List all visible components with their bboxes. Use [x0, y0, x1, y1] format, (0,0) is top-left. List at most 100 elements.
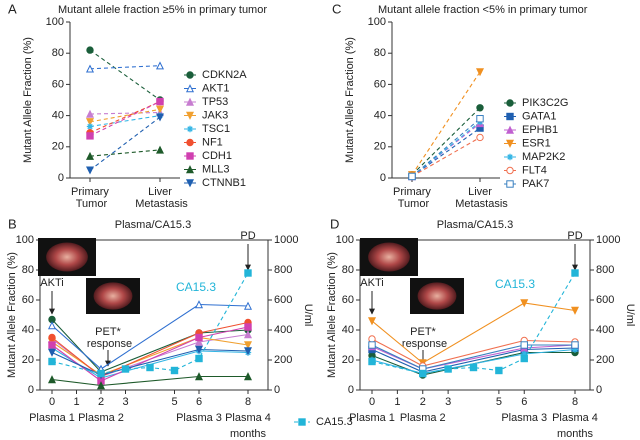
scan-image-body — [93, 282, 133, 310]
marker — [476, 133, 484, 142]
marker — [243, 372, 253, 381]
marker — [85, 118, 95, 127]
marker — [121, 365, 130, 373]
y-tick-label: 0 — [28, 384, 34, 396]
marker — [505, 139, 515, 148]
chart-title: Plasma/CA15.3 — [115, 219, 191, 231]
x-tick-label: 1 — [73, 396, 79, 408]
marker — [146, 363, 154, 372]
marker — [469, 363, 478, 372]
x-tick-label: 6 — [521, 396, 527, 408]
sample-label: Plasma 3 — [501, 412, 547, 424]
sample-label: Plasma 4 — [225, 412, 271, 424]
therapy-label: AKTi — [360, 277, 383, 289]
y2-axis-label: U/ml — [302, 304, 314, 327]
marker — [521, 350, 528, 358]
series-line — [411, 127, 481, 177]
series-line — [411, 136, 481, 177]
marker — [185, 84, 195, 93]
scan-image-body — [417, 282, 457, 310]
marker — [185, 111, 195, 120]
marker — [186, 125, 194, 133]
y2-tick-label: 400 — [596, 324, 614, 336]
marker — [85, 151, 95, 160]
marker — [186, 138, 194, 147]
legend-label: CTNNB1 — [202, 177, 246, 189]
y-tick-label: 20 — [22, 354, 34, 366]
series-line — [51, 326, 249, 382]
marker — [85, 166, 95, 175]
marker — [155, 105, 165, 114]
y-tick-label: 20 — [52, 141, 64, 153]
y-tick-label: 20 — [374, 141, 386, 153]
series-line — [89, 101, 161, 137]
marker — [408, 172, 416, 181]
y2-tick-label: 0 — [274, 384, 280, 396]
marker — [368, 335, 376, 343]
x-tick-label: 5 — [171, 396, 177, 408]
series-line — [411, 122, 481, 177]
marker — [243, 330, 253, 339]
sample-label: Plasma 2 — [400, 412, 446, 424]
marker — [185, 179, 195, 188]
y2-tick-label: 800 — [596, 264, 614, 276]
legend-label: NF1 — [202, 136, 223, 148]
y-axis-label: Mutant Allele Fraction (%) — [344, 37, 356, 163]
legend-label: GATA1 — [522, 110, 556, 122]
marker — [505, 125, 515, 134]
marker — [47, 321, 57, 330]
legend-label: ESR1 — [522, 137, 551, 149]
legend-label: MAP2K2 — [522, 151, 565, 163]
x-tick-label: Primary Tumor — [71, 186, 109, 210]
marker — [47, 375, 57, 384]
series-line — [89, 116, 161, 171]
marker — [419, 369, 427, 378]
marker — [194, 372, 204, 381]
marker — [506, 166, 514, 175]
marker — [495, 366, 503, 375]
x-tick-label: 3 — [445, 396, 451, 408]
marker — [571, 269, 579, 277]
y-tick-label: 0 — [348, 384, 354, 396]
legend-label: CDH1 — [202, 150, 232, 162]
legend-label: TP53 — [202, 96, 228, 108]
y-tick-label: 100 — [16, 234, 34, 246]
y-tick-label: 60 — [374, 78, 386, 90]
marker — [475, 68, 485, 77]
panel-label: B — [8, 216, 17, 231]
series-line — [89, 115, 161, 128]
legend-label: FLT4 — [522, 164, 547, 176]
marker — [185, 165, 195, 174]
legend-label: PIK3C2G — [522, 97, 568, 109]
series-line — [89, 111, 161, 115]
legend-label: CA15.3 — [316, 416, 353, 428]
series-line — [51, 319, 249, 373]
series-line — [371, 344, 575, 370]
marker — [244, 269, 252, 277]
marker — [571, 346, 579, 353]
marker — [97, 369, 105, 378]
marker — [155, 113, 165, 122]
y-tick-label: 60 — [52, 78, 64, 90]
legend-label: AKT1 — [202, 82, 230, 94]
series-line — [371, 338, 576, 367]
legend-label: CDKN2A — [202, 69, 247, 81]
y2-tick-label: 400 — [274, 324, 292, 336]
panel-label: C — [332, 1, 341, 16]
y-tick-label: 80 — [22, 264, 34, 276]
x-tick-label: 0 — [369, 396, 375, 408]
series-line — [51, 272, 249, 375]
marker — [444, 365, 452, 373]
marker — [86, 46, 94, 54]
series-line — [371, 347, 576, 373]
marker — [48, 341, 56, 349]
y2-axis-label: U/ml — [624, 304, 636, 327]
marker — [85, 64, 95, 73]
x-tick-label: 3 — [122, 396, 128, 408]
sample-label: Plasma 4 — [552, 412, 598, 424]
legend-label: MLL3 — [202, 163, 230, 175]
y-tick-label: 100 — [336, 234, 354, 246]
legend-label: PAK7 — [522, 178, 549, 190]
marker — [155, 61, 165, 70]
